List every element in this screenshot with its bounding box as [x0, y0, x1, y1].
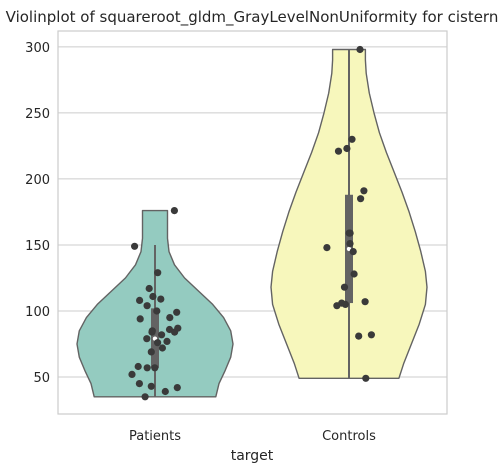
y-tick-label-50: 50 — [33, 371, 50, 386]
point-patients — [157, 295, 165, 303]
point-controls — [355, 332, 363, 340]
point-patients — [147, 382, 155, 390]
point-controls — [341, 300, 349, 308]
point-patients — [131, 242, 139, 250]
x-tick-label-controls: Controls — [322, 429, 376, 444]
point-patients — [143, 364, 151, 372]
point-patients — [136, 296, 144, 304]
point-controls — [346, 240, 354, 248]
point-patients — [149, 292, 157, 301]
point-patients — [136, 315, 144, 323]
point-controls — [334, 147, 343, 155]
point-patients — [154, 269, 162, 277]
point-controls — [362, 374, 370, 382]
point-patients — [171, 328, 179, 336]
data-points — [128, 45, 375, 401]
y-axis-ticks: 50 100 150 200 250 300 — [25, 41, 50, 386]
point-patients — [147, 348, 155, 356]
point-controls — [340, 283, 349, 291]
point-patients — [143, 335, 151, 343]
y-tick-label-250: 250 — [25, 107, 50, 122]
point-controls — [343, 144, 351, 153]
violins — [76, 48, 428, 398]
y-tick-label-150: 150 — [25, 239, 50, 254]
point-patients — [154, 339, 162, 347]
y-tick-label-300: 300 — [25, 41, 50, 56]
point-controls — [349, 248, 357, 256]
x-tick-label-patients: Patients — [129, 429, 181, 444]
x-axis-label: target — [231, 448, 274, 464]
point-patients — [163, 337, 171, 345]
point-patients — [151, 364, 159, 372]
plot-frame — [57, 30, 448, 415]
point-controls — [346, 229, 354, 237]
point-patients — [158, 331, 166, 339]
point-patients — [145, 284, 153, 293]
point-controls — [333, 302, 341, 310]
point-patients — [153, 307, 161, 315]
point-patients — [161, 387, 169, 396]
x-axis-ticks: Patients Controls — [129, 429, 376, 444]
point-patients — [128, 370, 136, 378]
point-patients — [166, 314, 174, 322]
chart-title: Violinplot of squareroot_gldm_GrayLevelN… — [6, 8, 499, 27]
point-patients — [134, 362, 142, 371]
point-controls — [323, 244, 331, 252]
y-tick-label-200: 200 — [25, 173, 50, 188]
point-controls — [367, 331, 375, 339]
point-patients — [158, 344, 166, 352]
point-patients — [148, 328, 156, 336]
point-controls — [356, 45, 364, 54]
point-patients — [143, 302, 151, 310]
point-controls — [360, 187, 368, 195]
y-tick-label-100: 100 — [25, 305, 50, 320]
point-patients — [135, 380, 143, 388]
point-patients — [173, 384, 181, 392]
point-patients — [141, 393, 149, 401]
inner-boxes — [151, 49, 353, 397]
point-patients — [170, 207, 178, 215]
point-controls — [350, 270, 358, 278]
point-controls — [357, 195, 365, 203]
point-controls — [348, 135, 356, 143]
point-patients — [173, 308, 181, 316]
point-controls — [361, 298, 369, 306]
